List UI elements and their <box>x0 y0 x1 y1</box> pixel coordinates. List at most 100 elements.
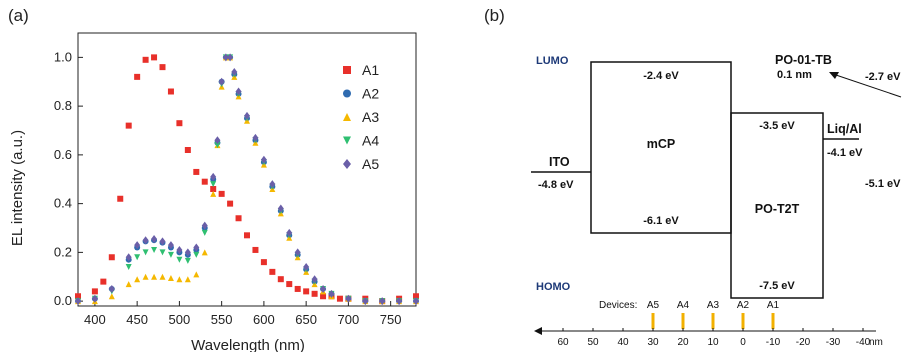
data-point-a1 <box>303 288 310 295</box>
data-point-a1 <box>277 276 284 283</box>
data-point-a1 <box>201 178 208 185</box>
data-point-a5 <box>75 297 81 306</box>
y-tick-label: 0.6 <box>54 147 72 162</box>
data-point-a1 <box>100 278 107 285</box>
data-point-a1 <box>235 215 242 222</box>
scale-tick-label: 0 <box>740 337 746 348</box>
ito-level-value: -4.8 eV <box>538 179 574 191</box>
liqal-name: Liq/Al <box>827 122 862 136</box>
scale-tick-label: -20 <box>796 337 811 348</box>
po01tb-arrow-line <box>832 73 902 98</box>
data-point-a4 <box>214 142 221 149</box>
scale-tick-label: 50 <box>587 337 599 348</box>
data-point-a1 <box>260 259 267 266</box>
data-point-a3 <box>108 293 115 300</box>
data-point-a5 <box>167 241 174 250</box>
data-point-a5 <box>328 289 335 298</box>
scale-tick-label: 30 <box>647 337 659 348</box>
data-point-a1 <box>184 147 191 153</box>
legend-marker-a3 <box>343 113 351 121</box>
data-point-a5 <box>134 241 141 250</box>
y-tick-label: 0.2 <box>54 244 72 259</box>
data-point-a5 <box>151 234 158 243</box>
x-tick-label: 650 <box>295 312 317 327</box>
data-point-a4 <box>151 246 158 253</box>
x-tick-label: 400 <box>84 312 106 327</box>
data-point-a4 <box>167 251 174 258</box>
data-point-a1 <box>252 246 259 253</box>
data-point-a1 <box>218 190 225 197</box>
data-point-a1 <box>125 122 132 129</box>
data-point-a5 <box>227 53 234 62</box>
scale-tick-label: -10 <box>766 337 781 348</box>
data-point-a1 <box>210 186 217 192</box>
data-point-a5 <box>108 284 115 293</box>
legend-label-a3: A3 <box>362 109 379 125</box>
mcp-lumo: -2.4 eV <box>643 70 679 82</box>
data-point-a5 <box>210 172 217 181</box>
device-label-a1: A1 <box>767 300 780 311</box>
data-point-a5 <box>362 297 369 306</box>
scale-tick-label: 20 <box>677 337 689 348</box>
legend-marker-a4 <box>343 136 351 145</box>
data-point-a5 <box>142 236 149 245</box>
data-point-a1 <box>108 254 115 261</box>
data-point-a5 <box>413 297 419 306</box>
data-point-a3 <box>134 276 141 283</box>
data-point-a3 <box>159 273 166 280</box>
data-point-a5 <box>294 248 301 257</box>
scale-tick-label: 60 <box>557 337 569 348</box>
y-tick-label: 1.0 <box>54 49 72 64</box>
data-point-a1 <box>244 232 250 239</box>
data-point-a5 <box>231 68 238 76</box>
y-tick-label: 0.4 <box>54 196 72 211</box>
data-point-a1 <box>167 88 174 95</box>
legend-label-a1: A1 <box>362 62 379 78</box>
energy-level-diagram: LUMO HOMO ITO -4.8 eV -2.4 eV mCP -6.1 e… <box>531 53 902 348</box>
data-point-a1 <box>286 281 293 288</box>
data-point-a5 <box>252 133 259 142</box>
legend-marker-a5 <box>343 159 351 169</box>
data-point-a1 <box>142 56 149 63</box>
data-point-a4 <box>176 256 183 263</box>
data-point-a5 <box>214 136 221 145</box>
data-point-a5 <box>396 297 403 306</box>
pot2t-homo: -7.5 eV <box>759 280 795 292</box>
x-tick-label: 600 <box>253 312 275 327</box>
data-point-a5 <box>218 77 225 86</box>
el-spectra-chart: 400 450 500 550 600 650 700 750 0.0 0.2 0.4 0.6 0.8 1… <box>9 32 419 352</box>
devices-label: Devices: <box>599 300 637 311</box>
scale-ticks: 60 50 40 30 20 10 0 -10 -20 -30 -40 <box>557 328 871 348</box>
data-point-a5 <box>320 284 327 293</box>
data-point-a5 <box>184 248 191 257</box>
device-label-a4: A4 <box>677 300 690 311</box>
data-point-a1 <box>134 73 141 80</box>
scale-tick-label: 40 <box>617 337 629 348</box>
data-point-a1 <box>91 288 98 295</box>
data-point-a5 <box>311 275 318 284</box>
x-tick-label: 700 <box>338 312 360 327</box>
data-point-a4 <box>125 264 132 270</box>
data-point-a4 <box>134 254 141 261</box>
x-tick-label: 550 <box>211 312 233 327</box>
data-point-a1 <box>117 195 124 202</box>
device-label-a5: A5 <box>647 300 660 311</box>
data-point-a1 <box>227 200 234 207</box>
data-point-a5 <box>222 53 229 62</box>
legend-label-a2: A2 <box>362 86 379 102</box>
data-point-a3 <box>125 281 132 288</box>
legend-marker-a2 <box>343 89 351 98</box>
scale-unit: nm <box>869 337 883 348</box>
device-label-a3: A3 <box>707 300 720 311</box>
chart-marks <box>75 53 419 306</box>
data-point-a3 <box>142 273 149 280</box>
po01tb-homo: -5.1 eV <box>865 178 901 190</box>
y-tick-label: 0.0 <box>54 293 72 308</box>
data-point-a4 <box>210 181 217 188</box>
legend-label-a4: A4 <box>362 133 379 149</box>
data-point-a5 <box>176 245 183 254</box>
scale-tick-label: -40 <box>856 337 871 348</box>
po01tb-thickness: 0.1 nm <box>777 69 812 81</box>
data-point-a1 <box>336 295 343 302</box>
legend-marker-a1 <box>343 66 351 74</box>
